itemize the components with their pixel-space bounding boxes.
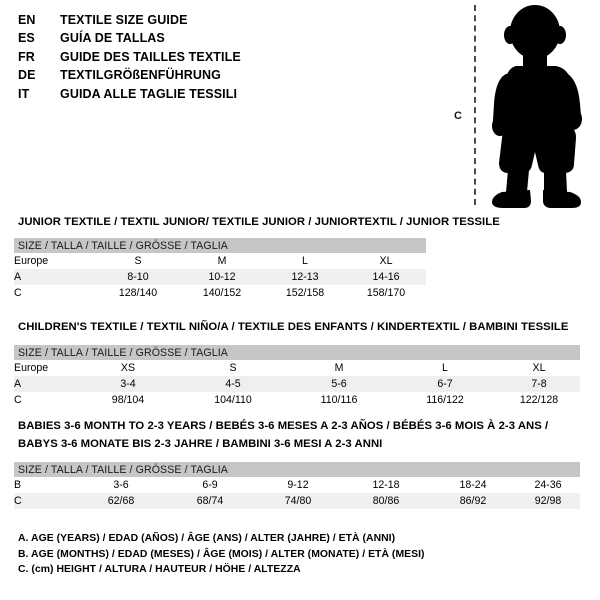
- junior-c-col-1: 128/140: [96, 285, 180, 301]
- junior-row-c-label: C: [14, 285, 96, 301]
- language-code-de: DE: [18, 68, 36, 83]
- table-row: C 62/68 68/74 74/80 80/86 86/92 92/98: [14, 493, 581, 509]
- babies-row-b-label: B: [14, 477, 76, 493]
- babies-c-col-4: 80/86: [342, 493, 430, 509]
- children-c-col-2: 104/110: [180, 392, 286, 408]
- toddler-silhouette-icon: [492, 5, 582, 208]
- junior-a-col-3: 12-13: [264, 269, 346, 285]
- measurement-figure-area: C: [440, 0, 600, 210]
- children-c-col-4: 116/122: [392, 392, 498, 408]
- children-c-col-1: 98/104: [76, 392, 180, 408]
- junior-europe-col-2: M: [180, 253, 264, 269]
- junior-a-col-4: 14-16: [346, 269, 426, 285]
- children-size-header-label: SIZE / TALLA / TAILLE / GRÖSSE / TAGLIA: [14, 345, 581, 360]
- children-row-europe-label: Europe: [14, 360, 76, 376]
- language-title-de: TEXTILGRÖßENFÜHRUNG: [60, 68, 221, 83]
- language-row-en: EN TEXTILE SIZE GUIDE: [18, 13, 438, 31]
- children-size-table: SIZE / TALLA / TAILLE / GRÖSSE / TAGLIA …: [14, 345, 581, 408]
- legend-line-c: C. (cm) HEIGHT / ALTURA / HAUTEUR / HÖHE…: [18, 564, 301, 575]
- children-a-col-5: 7-8: [498, 376, 581, 392]
- babies-row-c-label: C: [14, 493, 76, 509]
- junior-row-europe-label: Europe: [14, 253, 96, 269]
- junior-europe-col-3: L: [264, 253, 346, 269]
- junior-c-col-4: 158/170: [346, 285, 426, 301]
- children-a-col-1: 3-4: [76, 376, 180, 392]
- junior-a-col-1: 8-10: [96, 269, 180, 285]
- children-c-col-3: 110/116: [286, 392, 392, 408]
- babies-c-col-6: 92/98: [516, 493, 581, 509]
- table-row: Europe S M L XL: [14, 253, 426, 269]
- junior-europe-col-1: S: [96, 253, 180, 269]
- children-section-heading: CHILDREN'S TEXTILE / TEXTIL NIÑO/A / TEX…: [18, 321, 569, 333]
- junior-table-header-row: SIZE / TALLA / TAILLE / GRÖSSE / TAGLIA: [14, 238, 426, 253]
- babies-b-col-4: 12-18: [342, 477, 430, 493]
- babies-b-col-2: 6-9: [166, 477, 254, 493]
- junior-size-header-label: SIZE / TALLA / TAILLE / GRÖSSE / TAGLIA: [14, 238, 426, 253]
- junior-a-col-2: 10-12: [180, 269, 264, 285]
- junior-c-col-2: 140/152: [180, 285, 264, 301]
- language-title-fr: GUIDE DES TAILLES TEXTILE: [60, 49, 241, 64]
- table-row: A 3-4 4-5 5-6 6-7 7-8: [14, 376, 581, 392]
- language-title-en: TEXTILE SIZE GUIDE: [60, 13, 188, 27]
- children-row-a-label: A: [14, 376, 76, 392]
- table-row: A 8-10 10-12 12-13 14-16: [14, 269, 426, 285]
- children-europe-col-5: XL: [498, 360, 581, 376]
- children-c-col-5: 122/128: [498, 392, 581, 408]
- babies-b-col-5: 18-24: [430, 477, 516, 493]
- children-europe-col-2: S: [180, 360, 286, 376]
- junior-row-a-label: A: [14, 269, 96, 285]
- language-title-es: GUÍA DE TALLAS: [60, 31, 165, 46]
- legend-line-a: A. AGE (YEARS) / EDAD (AÑOS) / ÂGE (ANS)…: [18, 533, 396, 544]
- children-row-c-label: C: [14, 392, 76, 408]
- height-measure-label: C: [454, 110, 462, 122]
- children-a-col-2: 4-5: [180, 376, 286, 392]
- language-code-it: IT: [18, 86, 30, 101]
- table-row: C 128/140 140/152 152/158 158/170: [14, 285, 426, 301]
- babies-size-table: SIZE / TALLA / TAILLE / GRÖSSE / TAGLIA …: [14, 462, 581, 509]
- children-europe-col-3: M: [286, 360, 392, 376]
- babies-b-col-3: 9-12: [254, 477, 342, 493]
- junior-section-heading: JUNIOR TEXTILE / TEXTIL JUNIOR/ TEXTILE …: [18, 216, 500, 228]
- language-code-fr: FR: [18, 49, 35, 64]
- language-code-es: ES: [18, 31, 35, 46]
- language-row-it: IT GUIDA ALLE TAGLIE TESSILI: [18, 87, 438, 105]
- babies-table-header-row: SIZE / TALLA / TAILLE / GRÖSSE / TAGLIA: [14, 462, 581, 477]
- legend-line-b: B. AGE (MONTHS) / EDAD (MESES) / ÂGE (MO…: [18, 548, 425, 560]
- language-title-block: EN TEXTILE SIZE GUIDE ES GUÍA DE TALLAS …: [18, 13, 438, 105]
- language-row-de: DE TEXTILGRÖßENFÜHRUNG: [18, 68, 438, 86]
- babies-b-col-1: 3-6: [76, 477, 166, 493]
- babies-size-header-label: SIZE / TALLA / TAILLE / GRÖSSE / TAGLIA: [14, 462, 581, 477]
- babies-c-col-2: 68/74: [166, 493, 254, 509]
- table-row: B 3-6 6-9 9-12 12-18 18-24 24-36: [14, 477, 581, 493]
- language-row-fr: FR GUIDE DES TAILLES TEXTILE: [18, 50, 438, 68]
- language-code-en: EN: [18, 13, 36, 27]
- children-a-col-4: 6-7: [392, 376, 498, 392]
- table-row: Europe XS S M L XL: [14, 360, 581, 376]
- height-measure-dashed-line: [474, 5, 476, 205]
- children-europe-col-1: XS: [76, 360, 180, 376]
- junior-c-col-3: 152/158: [264, 285, 346, 301]
- babies-section-heading-line1: BABIES 3-6 MONTH TO 2-3 YEARS / BEBÉS 3-…: [18, 420, 549, 432]
- language-title-it: GUIDA ALLE TAGLIE TESSILI: [60, 86, 238, 101]
- junior-europe-col-4: XL: [346, 253, 426, 269]
- language-row-es: ES GUÍA DE TALLAS: [18, 31, 438, 49]
- table-row: C 98/104 104/110 110/116 116/122 122/128: [14, 392, 581, 408]
- children-a-col-3: 5-6: [286, 376, 392, 392]
- children-table-header-row: SIZE / TALLA / TAILLE / GRÖSSE / TAGLIA: [14, 345, 581, 360]
- junior-size-table: SIZE / TALLA / TAILLE / GRÖSSE / TAGLIA …: [14, 238, 426, 301]
- babies-c-col-1: 62/68: [76, 493, 166, 509]
- legend-block: A. AGE (YEARS) / EDAD (AÑOS) / ÂGE (ANS)…: [18, 531, 425, 578]
- babies-c-col-3: 74/80: [254, 493, 342, 509]
- children-europe-col-4: L: [392, 360, 498, 376]
- babies-b-col-6: 24-36: [516, 477, 581, 493]
- babies-c-col-5: 86/92: [430, 493, 516, 509]
- babies-section-heading-line2: BABYS 3-6 MONATE BIS 2-3 JAHRE / BAMBINI…: [18, 438, 383, 450]
